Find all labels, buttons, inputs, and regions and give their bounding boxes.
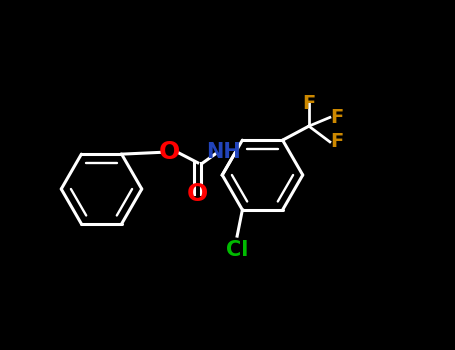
Text: F: F: [330, 132, 343, 152]
Text: NH: NH: [207, 142, 241, 162]
Text: F: F: [302, 94, 315, 113]
Text: O: O: [159, 140, 180, 164]
Text: O: O: [187, 182, 208, 206]
Text: F: F: [330, 108, 343, 127]
Text: Cl: Cl: [226, 240, 248, 260]
